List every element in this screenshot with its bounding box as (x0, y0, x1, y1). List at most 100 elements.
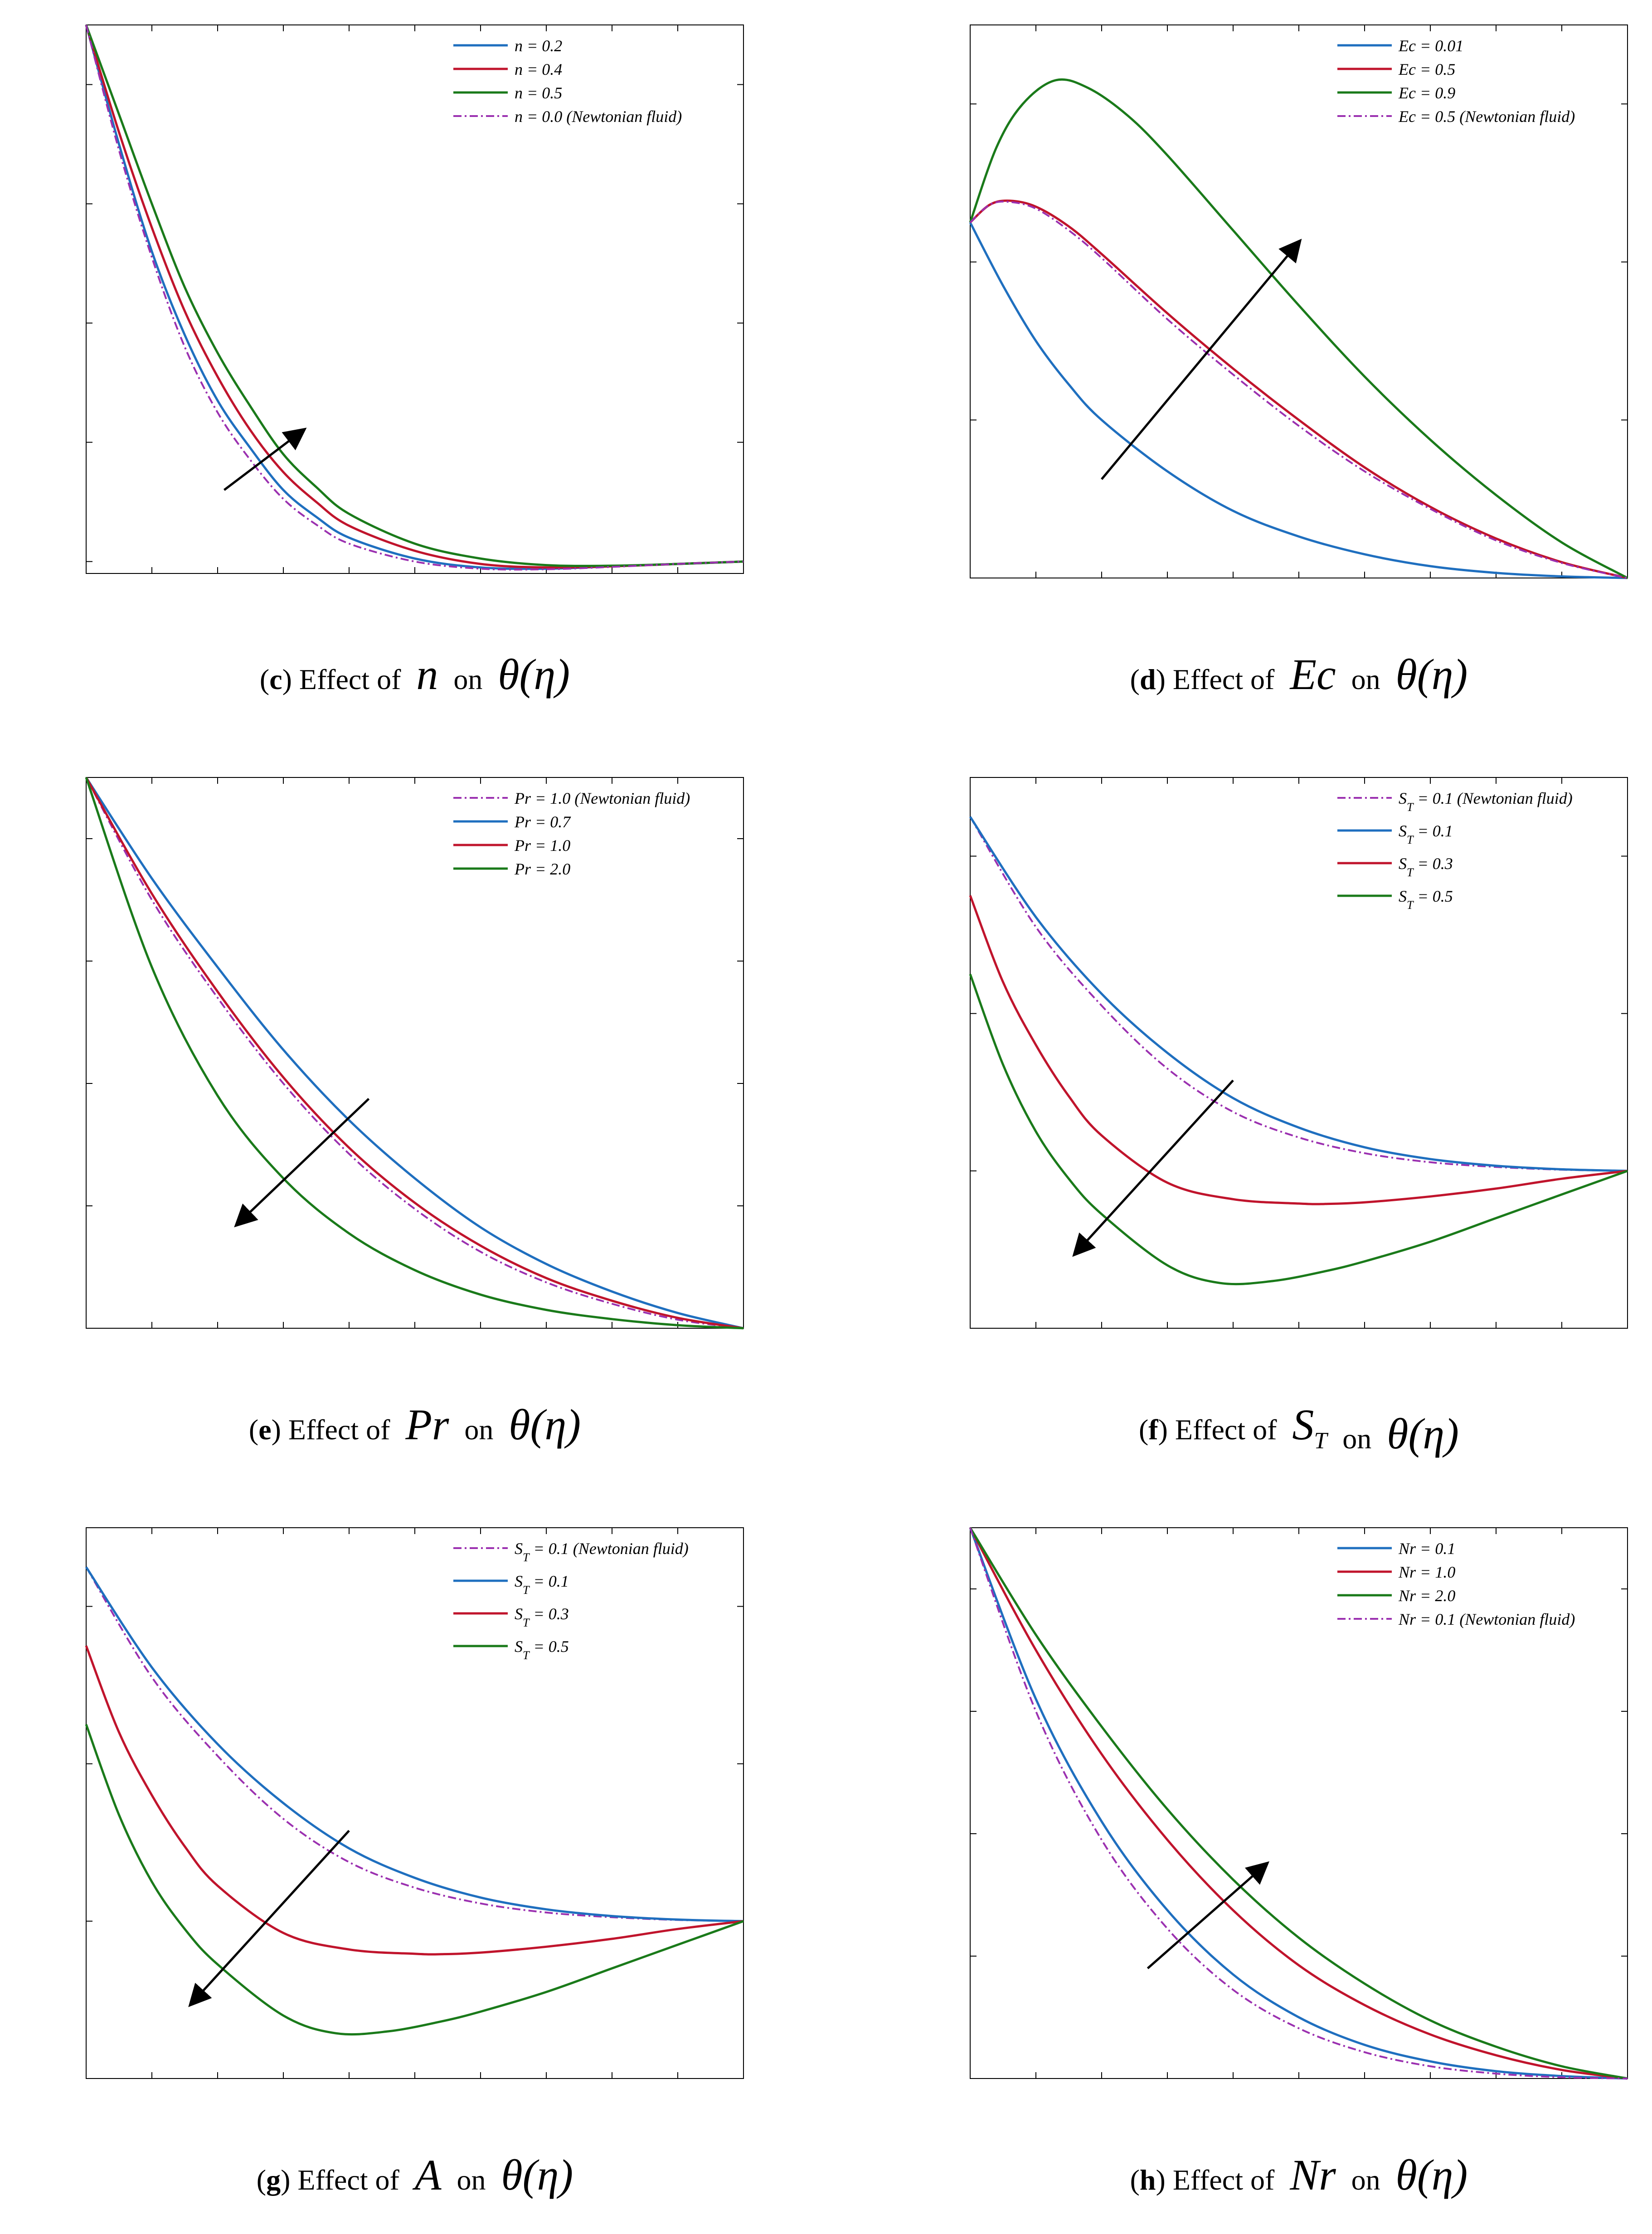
chart-panel-d: Ec = 0.01 Ec = 0.5 Ec = 0.9 Ec = 0.5 (Newto… (969, 24, 1628, 699)
series-line-3 (969, 895, 1628, 1205)
legend-entry: ST = 0.3 (515, 1605, 569, 1629)
chart-panel-h: Nr = 0.1 Nr = 1.0 Nr = 2.0 Nr = 0.1 (Newton… (969, 1527, 1628, 2199)
series-line-3 (85, 777, 744, 1330)
legend-entry: Pr = 2.0 (514, 860, 570, 878)
legend-entry: Nr = 1.0 (1398, 1563, 1455, 1581)
caption-close-paren: ) (282, 663, 299, 695)
chart-panel-e: Pr = 1.0 (Newtonian fluid) Pr = 0.7 Pr = 1… (85, 777, 744, 1449)
caption-letter: e (258, 1413, 271, 1446)
caption-parameter: A (412, 2151, 442, 2199)
panels-group: n = 0.2 n = 0.4 n = 0.5 n = 0.0 (Newtonian … (85, 24, 1628, 2199)
series-line-4 (969, 1527, 1628, 2079)
chart-panel-c: n = 0.2 n = 0.4 n = 0.5 n = 0.0 (Newtonian … (85, 24, 744, 699)
legend-subscript: T (1407, 866, 1414, 879)
chart-panel-f: ST = 0.1 (Newtonian fluid)ST = 0.1ST = 0… (969, 777, 1628, 1458)
legend-entry: ST = 0.5 (1399, 887, 1453, 912)
caption-letter: c (269, 663, 282, 695)
legend-entry: Pr = 1.0 (514, 836, 570, 855)
series-line-4 (85, 1724, 744, 2036)
caption-close-paren: ) (1156, 663, 1173, 695)
legend-symbol: S (1399, 887, 1407, 905)
caption-letter: f (1148, 1413, 1158, 1446)
series-line-1 (969, 222, 1628, 579)
caption-on: on (1342, 1423, 1371, 1455)
legend-entry: n = 0.4 (515, 60, 562, 78)
caption-close-paren: ) (272, 1413, 288, 1446)
caption-on: on (464, 1413, 493, 1446)
legend-symbol: S (1399, 789, 1407, 807)
legend-subscript: T (523, 1583, 530, 1597)
caption-effect-of: Effect of (297, 2164, 399, 2196)
trend-arrow (1072, 1079, 1234, 1257)
series-line-2 (969, 816, 1628, 1172)
series-line-3 (969, 78, 1628, 579)
figure-caption: (d) Effect of Ec on θ(η) (1130, 650, 1468, 699)
series-line-2 (85, 777, 744, 1330)
legend-entry: Ec = 0.5 (1398, 60, 1455, 78)
caption-parameter: S (1292, 1400, 1314, 1449)
legend-subscript: T (523, 1551, 530, 1564)
legend-rest: = 0.5 (1413, 887, 1453, 905)
caption-close-paren: ) (1158, 1413, 1175, 1446)
series-line-3 (85, 1645, 744, 1956)
legend-entry: ST = 0.3 (1399, 855, 1453, 879)
legend-rest: = 0.3 (1413, 855, 1453, 873)
caption-function: θ(η) (1387, 1409, 1459, 1458)
caption-open-paren: ( (260, 663, 269, 695)
caption-open-paren: ( (257, 2164, 266, 2196)
legend-symbol: S (515, 1572, 523, 1590)
caption-parameter: n (416, 650, 438, 699)
figure-caption: (e) Effect of Pr on θ(η) (249, 1400, 581, 1449)
series-line-1 (969, 1527, 1628, 2080)
series-line-4 (85, 24, 744, 571)
caption-parameter: Nr (1289, 2151, 1336, 2199)
caption-parameter: Ec (1289, 650, 1336, 699)
caption-open-paren: ( (1130, 2164, 1140, 2196)
legend-entry: ST = 0.1 (1399, 822, 1453, 846)
caption-on: on (457, 2164, 486, 2196)
legend-symbol: S (515, 1605, 523, 1623)
legend-subscript: T (523, 1649, 530, 1662)
caption-open-paren: ( (1130, 663, 1140, 695)
legend-symbol: S (515, 1540, 523, 1558)
trend-arrow (1101, 238, 1302, 480)
caption-effect-of: Effect of (1173, 2164, 1275, 2196)
figure-caption: (c) Effect of n on θ(η) (260, 650, 570, 699)
legend-subscript: T (1407, 833, 1414, 846)
legend-entry: Nr = 0.1 (1398, 1540, 1455, 1558)
legend-subscript: T (1407, 801, 1414, 814)
caption-effect-of: Effect of (299, 663, 401, 695)
legend-entry: Ec = 0.9 (1398, 84, 1455, 102)
legend-rest: = 0.1 (1413, 822, 1453, 840)
series-line-4 (969, 200, 1628, 579)
series-line-2 (969, 1527, 1628, 2080)
series-line-1 (85, 777, 744, 1329)
caption-parameter-sub: T (1314, 1428, 1328, 1454)
legend-rest: = 0.1 (Newtonian fluid) (1413, 789, 1572, 807)
legend-entry: Ec = 0.5 (Newtonian fluid) (1398, 107, 1575, 126)
legend-rest: = 0.5 (529, 1637, 568, 1656)
trend-arrow (234, 1098, 370, 1228)
caption-effect-of: Effect of (288, 1413, 390, 1446)
legend-entry: ST = 0.1 (515, 1572, 569, 1597)
legend-symbol: S (1399, 822, 1407, 840)
legend-entry: n = 0.2 (515, 37, 562, 55)
legend-entry: Ec = 0.01 (1398, 37, 1463, 55)
legend-entry: Pr = 0.7 (514, 813, 571, 831)
legend-entry: ST = 0.5 (515, 1637, 569, 1662)
legend-entry: n = 0.5 (515, 84, 562, 102)
series-line-2 (969, 199, 1628, 579)
legend-entry: Nr = 0.1 (Newtonian fluid) (1398, 1610, 1575, 1628)
series-line-4 (969, 974, 1628, 1286)
legend-entry: ST = 0.1 (Newtonian fluid) (515, 1540, 689, 1564)
legend-symbol: S (515, 1637, 523, 1656)
caption-letter: d (1140, 663, 1156, 695)
legend-entry: n = 0.0 (Newtonian fluid) (515, 107, 682, 126)
legend-rest: = 0.3 (529, 1605, 568, 1623)
figure-caption: (f) Effect of ST on θ(η) (1139, 1400, 1459, 1458)
caption-letter: h (1140, 2164, 1156, 2196)
trend-arrow (1147, 1861, 1270, 1969)
